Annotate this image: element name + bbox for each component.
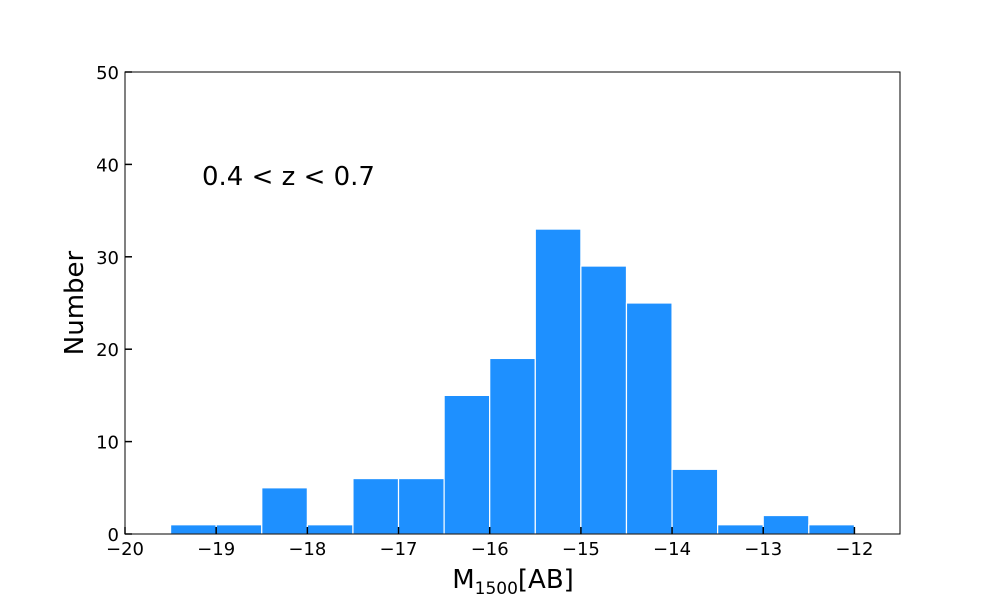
histogram-bar xyxy=(762,514,810,535)
x-axis-ticks: −20 −19 −18 −17 −16 −15 −14 −13 −12 xyxy=(106,527,873,560)
redshift-annotation: 0.4 < z < 0.7 xyxy=(202,162,375,192)
y-axis-label: Number xyxy=(60,250,90,355)
x-tick-label: −15 xyxy=(562,539,600,560)
x-axis-label: M1500[AB] xyxy=(452,565,574,599)
y-tick-label: 30 xyxy=(96,248,119,269)
x-tick-label: −16 xyxy=(471,539,509,560)
histogram-bar xyxy=(808,524,856,535)
x-tick-label: −12 xyxy=(835,539,873,560)
y-tick-label: 20 xyxy=(96,340,119,361)
histogram-bar xyxy=(489,357,536,535)
x-tick-label: −13 xyxy=(744,539,782,560)
y-tick-label: 40 xyxy=(96,155,119,176)
y-tick-label: 0 xyxy=(108,525,119,546)
histogram-bar xyxy=(352,477,400,535)
x-tick-label: −19 xyxy=(197,539,235,560)
histogram-bar xyxy=(534,228,582,535)
histogram-bar xyxy=(215,524,263,535)
y-axis-ticks: 0 10 20 30 40 50 xyxy=(96,63,132,546)
y-tick-label: 50 xyxy=(96,63,119,84)
histogram-bar xyxy=(169,524,217,535)
histogram-bar xyxy=(717,524,764,535)
histogram-bars xyxy=(169,228,856,535)
plot-frame xyxy=(124,71,901,535)
x-tick-label: −18 xyxy=(288,539,326,560)
histogram-bar xyxy=(625,302,673,535)
x-tick-label: −20 xyxy=(106,539,144,560)
histogram-bar xyxy=(443,394,491,535)
histogram-bar xyxy=(306,524,354,535)
x-tick-label: −14 xyxy=(653,539,691,560)
x-axis-label-main: M xyxy=(452,565,474,595)
x-tick-label: −17 xyxy=(380,539,418,560)
histogram-bar xyxy=(397,477,445,535)
histogram-bar xyxy=(261,487,308,535)
x-axis-label-subscript: 1500 xyxy=(475,579,518,599)
x-axis-label-suffix: [AB] xyxy=(518,565,574,595)
histogram-bar xyxy=(580,265,628,535)
y-tick-label: 10 xyxy=(96,433,119,454)
histogram-bar xyxy=(671,468,719,535)
